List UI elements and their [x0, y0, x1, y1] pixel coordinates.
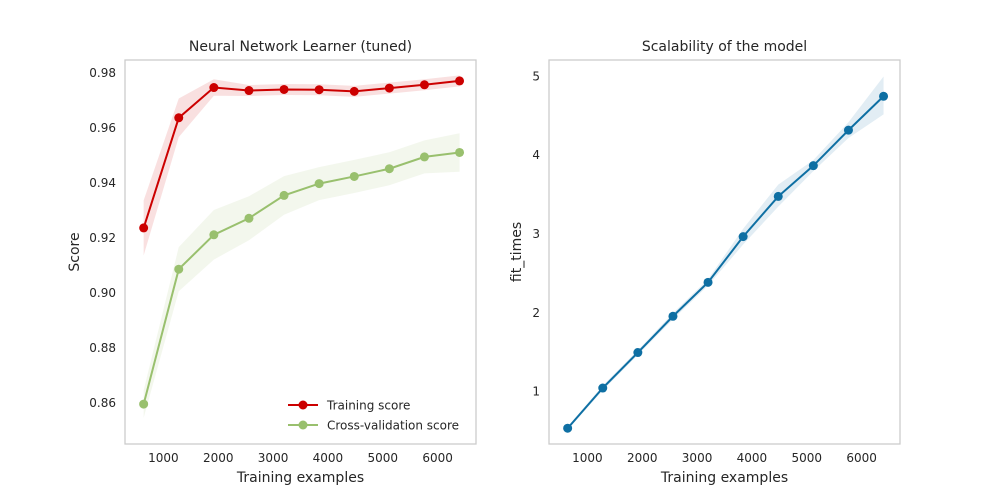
y-tick-label: 0.90 — [89, 286, 116, 300]
plot-area — [124, 59, 477, 445]
y-tick-label: 0.92 — [89, 231, 116, 245]
y-tick-label: 5 — [532, 69, 540, 83]
y-ticks: 0.86 0.88 0.90 0.92 0.94 0.96 0.98 — [89, 66, 116, 410]
series-lines — [142, 79, 460, 405]
x-tick-label: 6000 — [846, 451, 877, 465]
x-tick-label: 1000 — [572, 451, 603, 465]
series-0-point — [773, 191, 783, 201]
plot-area — [548, 59, 901, 445]
series-0-line — [566, 95, 885, 429]
chart-title: Scalability of the model — [642, 39, 807, 55]
x-tick-label: 5000 — [791, 451, 822, 465]
y-tick-label: 1 — [532, 385, 540, 399]
series-0-point — [314, 85, 324, 95]
y-tick-label: 3 — [532, 227, 540, 241]
x-ticks: 1000 2000 3000 4000 5000 6000 — [148, 451, 453, 465]
y-ticks: 1 2 3 4 5 — [532, 69, 540, 398]
series-0-point — [633, 348, 643, 358]
x-ticks: 1000 2000 3000 4000 5000 6000 — [572, 451, 877, 465]
y-axis-label: fit_times — [509, 222, 525, 282]
series-0-point — [349, 86, 359, 96]
series-0-point — [843, 125, 853, 135]
x-tick-label: 4000 — [313, 451, 344, 465]
series-0-point — [668, 311, 678, 321]
series-1-line — [142, 151, 460, 405]
legend-marker-point-cv — [298, 420, 308, 430]
series-0-point — [455, 76, 465, 86]
legend-label-training: Training score — [326, 399, 410, 413]
y-tick-label: 0.86 — [89, 396, 116, 410]
y-tick-label: 0.98 — [89, 66, 116, 80]
series-0-point — [384, 83, 394, 93]
x-tick-label: 4000 — [737, 451, 768, 465]
series-1-point — [349, 171, 359, 181]
x-tick-label: 1000 — [148, 451, 179, 465]
x-tick-label: 2000 — [627, 451, 658, 465]
y-tick-label: 0.96 — [89, 121, 116, 135]
series-0-point — [738, 232, 748, 242]
series-0-point — [879, 91, 889, 101]
series-1-point — [314, 179, 324, 189]
series-0-point — [598, 383, 608, 393]
chart-title: Neural Network Learner (tuned) — [189, 39, 412, 55]
series-1-point — [419, 152, 429, 162]
y-tick-label: 0.88 — [89, 341, 116, 355]
series-0-point — [174, 113, 184, 123]
series-1-point — [139, 399, 149, 409]
y-tick-label: 4 — [532, 148, 540, 162]
confidence-bands — [567, 76, 884, 430]
series-0-point — [419, 80, 429, 90]
series-0-point — [279, 84, 289, 94]
legend-label-cv: Cross-validation score — [327, 419, 459, 433]
x-tick-label: 3000 — [258, 451, 289, 465]
series-1-point — [244, 213, 254, 223]
y-tick-label: 2 — [532, 306, 540, 320]
series-1-point — [209, 230, 219, 240]
legend-marker-point-training — [298, 400, 308, 410]
series-1-point — [279, 190, 289, 200]
series-points — [563, 91, 889, 433]
y-axis-label: Score — [67, 232, 83, 271]
x-tick-label: 2000 — [203, 451, 234, 465]
x-tick-label: 3000 — [682, 451, 713, 465]
series-1-point — [384, 164, 394, 174]
series-0-line — [142, 79, 460, 229]
legend: Training score Cross-validation score — [288, 399, 459, 433]
series-1-point — [455, 147, 465, 157]
series-0-point — [139, 223, 149, 233]
series-1-point — [174, 264, 184, 274]
x-tick-label: 5000 — [367, 451, 398, 465]
series-0-point — [209, 83, 219, 93]
series-0-point — [563, 423, 573, 433]
series-0-point — [808, 161, 818, 171]
learning-curve-chart: Neural Network Learner (tuned) Training … — [67, 39, 477, 486]
series-points — [139, 76, 465, 409]
x-axis-label: Training examples — [236, 470, 364, 486]
series-0-band — [567, 76, 884, 430]
y-tick-label: 0.94 — [89, 176, 116, 190]
series-0-point — [703, 277, 713, 287]
x-axis-label: Training examples — [660, 470, 788, 486]
x-tick-label: 6000 — [422, 451, 453, 465]
series-0-point — [244, 86, 254, 96]
series-lines — [566, 95, 885, 429]
scalability-chart: Scalability of the model Training exampl… — [509, 39, 901, 486]
